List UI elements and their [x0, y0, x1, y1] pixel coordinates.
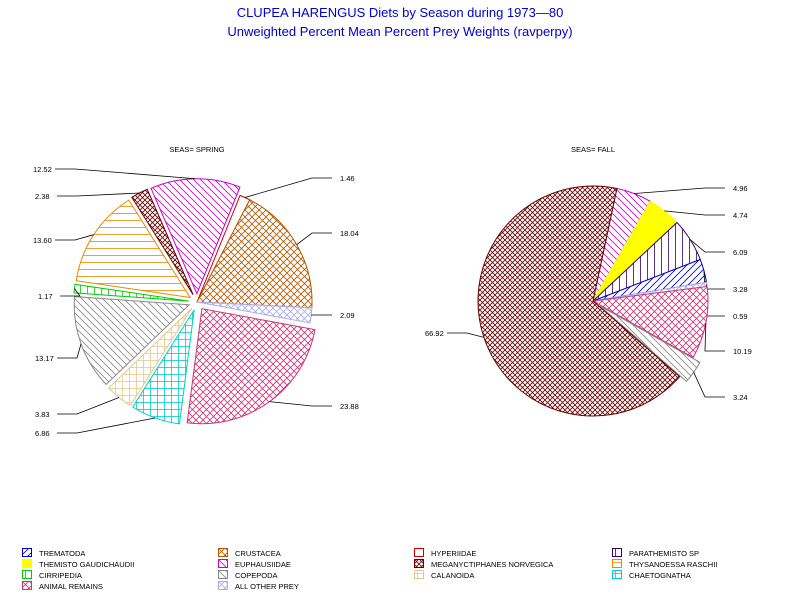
legend-label: THEMISTO GAUDICHAUDII	[39, 560, 135, 569]
legend-swatch	[22, 548, 32, 557]
slice-value-label: 0.59	[733, 312, 748, 321]
leader-line	[57, 343, 82, 359]
pie-slice-cirripedia	[73, 283, 189, 302]
slice-value-label: 3.24	[733, 393, 748, 402]
legend-swatch	[218, 559, 228, 568]
legend-label: ALL OTHER PREY	[235, 582, 299, 591]
legend-swatch	[414, 570, 424, 579]
leader-line	[57, 397, 120, 415]
slice-value-label: 2.09	[340, 311, 355, 320]
leader-line	[296, 232, 332, 246]
slice-value-label: 13.60	[33, 236, 52, 245]
pie-seas-spring: SEAS= SPRING 1.46 18.04 2.09 23.88 6.86 3.83 13…	[33, 145, 359, 438]
leader-line	[57, 417, 156, 434]
leader-line	[634, 187, 725, 194]
legend-label: PARATHEMISTO SP	[629, 549, 700, 558]
legend-label: COPEPODA	[235, 571, 278, 580]
leader-line	[55, 234, 94, 241]
chart-subtitle: Unweighted Percent Mean Percent Prey Wei…	[227, 24, 573, 39]
pie-seas-fall: SEAS= FALL 4.96 4.74 6.09 3.28 0.59 10.19 3.24 6…	[425, 145, 752, 417]
slice-value-label: 23.88	[340, 402, 359, 411]
legend-label: ANIMAL REMAINS	[39, 582, 103, 591]
legend-swatch	[22, 559, 32, 568]
legend-swatch	[612, 548, 622, 557]
leader-line	[55, 168, 196, 180]
slice-value-label: 1.17	[38, 292, 53, 301]
pie-charts: SEAS= SPRING 1.46 18.04 2.09 23.88 6.86 3.83 13…	[33, 145, 752, 438]
leader-line	[664, 210, 725, 216]
pie-title: SEAS= SPRING	[169, 145, 224, 154]
chart-title: CLUPEA HARENGUS Diets by Season during 1…	[236, 5, 564, 20]
leader-line	[690, 239, 725, 253]
pie-slice-animal-remains	[186, 308, 316, 425]
legend-label: CHAETOGNATHA	[629, 571, 691, 580]
pie-slice-euphausiidae	[150, 178, 241, 296]
leader-line	[57, 192, 140, 197]
slice-value-label: 3.83	[35, 410, 50, 419]
pie-slice-chaetognatha	[132, 309, 195, 425]
legend-label: TREMATODA	[39, 549, 86, 558]
leader-line	[60, 288, 81, 297]
leader-line	[447, 332, 485, 338]
pie-slice-crustacea	[196, 199, 313, 309]
slice-value-label: 1.46	[340, 174, 355, 183]
pie-slice-meganyctiphanes-norvegica	[477, 185, 681, 417]
legend-label: HYPERIIDAE	[431, 549, 477, 558]
legend-label: THYSANOESSA RASCHII	[629, 560, 718, 569]
slice-value-label: 4.96	[733, 184, 748, 193]
legend: TREMATODA CRUSTACEA HYPERIIDAE PARATHEMISTO…	[0, 548, 800, 598]
pie-title: SEAS= FALL	[571, 145, 615, 154]
pie-slice-copepoda	[599, 305, 701, 383]
legend-swatch	[218, 581, 228, 590]
slice-value-label: 12.52	[33, 165, 52, 174]
slice-value-label: 3.28	[733, 285, 748, 294]
legend-label: CIRRIPEDIA	[39, 571, 82, 580]
pie-slice-calanoida	[108, 308, 193, 407]
legend-label: CRUSTACEA	[235, 549, 281, 558]
legend-label: CALANOIDA	[431, 571, 475, 580]
pie-slice-animal-remains	[591, 285, 709, 359]
legend-label: MEGANYCTIPHANES NORVEGICA	[431, 560, 554, 569]
slice-value-label: 6.09	[733, 248, 748, 257]
leader-line	[693, 372, 725, 398]
legend-swatch	[612, 570, 622, 579]
slice-value-label: 2.38	[35, 192, 50, 201]
slice-value-label: 6.86	[35, 429, 50, 438]
leader-line	[269, 401, 332, 407]
legend-swatch	[218, 570, 228, 579]
legend-swatch	[22, 581, 32, 590]
slice-value-label: 66.92	[425, 329, 444, 338]
legend-swatch	[414, 559, 424, 568]
slice-value-label: 4.74	[733, 211, 748, 220]
legend-swatch	[612, 559, 622, 568]
slice-value-label: 10.19	[733, 347, 752, 356]
legend-swatch	[218, 548, 228, 557]
slice-value-label: 18.04	[340, 229, 359, 238]
pie-slice-copepoda	[73, 296, 191, 386]
legend-label: EUPHAUSIIDAE	[235, 560, 291, 569]
legend-swatch	[414, 548, 424, 557]
leader-line	[244, 177, 332, 198]
leader-line	[704, 323, 725, 352]
legend-swatch	[22, 570, 32, 579]
slice-value-label: 13.17	[35, 354, 54, 363]
